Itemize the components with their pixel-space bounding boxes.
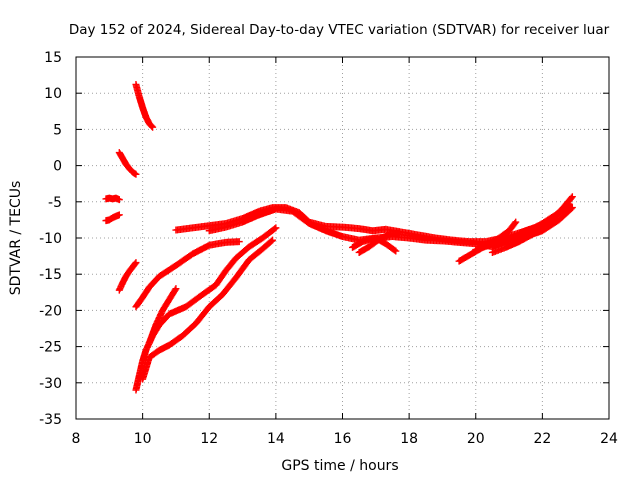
x-tick-label: 16	[334, 431, 352, 447]
y-tick-label: 0	[53, 159, 62, 175]
data-series-arc-3	[115, 149, 140, 178]
y-tick-label: 15	[44, 50, 62, 66]
data-series-arc-8	[139, 236, 277, 383]
x-tick-label: 18	[400, 431, 418, 447]
x-axis-label: GPS time / hours	[281, 458, 398, 474]
data-series-arc-13	[348, 234, 400, 255]
y-axis-label: SDTVAR / TECUs	[8, 181, 24, 296]
x-tick-label: 24	[600, 431, 618, 447]
data-series-arc-4	[132, 81, 157, 131]
data-points	[102, 81, 576, 394]
data-series-arc-2	[102, 211, 123, 225]
x-tick-label: 20	[467, 431, 485, 447]
grid	[76, 57, 609, 419]
axis-ticks	[75, 56, 610, 420]
y-tick-label: -20	[39, 303, 62, 319]
x-tick-label: 8	[72, 431, 81, 447]
x-tick-labels: 8 10 12 14 16 18 20 22 24	[72, 431, 618, 447]
data-series-arc-5	[115, 259, 140, 294]
data-series-arc-1	[102, 194, 123, 204]
y-tick-label: 10	[44, 86, 62, 102]
x-tick-label: 12	[200, 431, 218, 447]
y-tick-label: -10	[39, 231, 62, 247]
data-series-arc-16	[488, 193, 576, 256]
data-series-arc-15	[472, 200, 573, 254]
x-tick-label: 10	[134, 431, 152, 447]
data-series-arc-6	[132, 238, 243, 311]
y-tick-label: -5	[48, 195, 62, 211]
y-tick-label: -15	[39, 267, 62, 283]
y-tick-label: -25	[39, 340, 62, 356]
x-tick-label: 22	[533, 431, 551, 447]
y-tick-labels: 15 10 5 0 -5 -10 -15 -20 -25 -30 -35	[39, 50, 62, 428]
chart-title: Day 152 of 2024, Sidereal Day-to-day VTE…	[69, 22, 610, 38]
data-series-arc-9	[145, 285, 180, 347]
y-tick-label: 5	[53, 122, 62, 138]
x-tick-label: 14	[267, 431, 285, 447]
y-tick-label: -30	[39, 376, 62, 392]
y-tick-label: -35	[39, 412, 62, 428]
